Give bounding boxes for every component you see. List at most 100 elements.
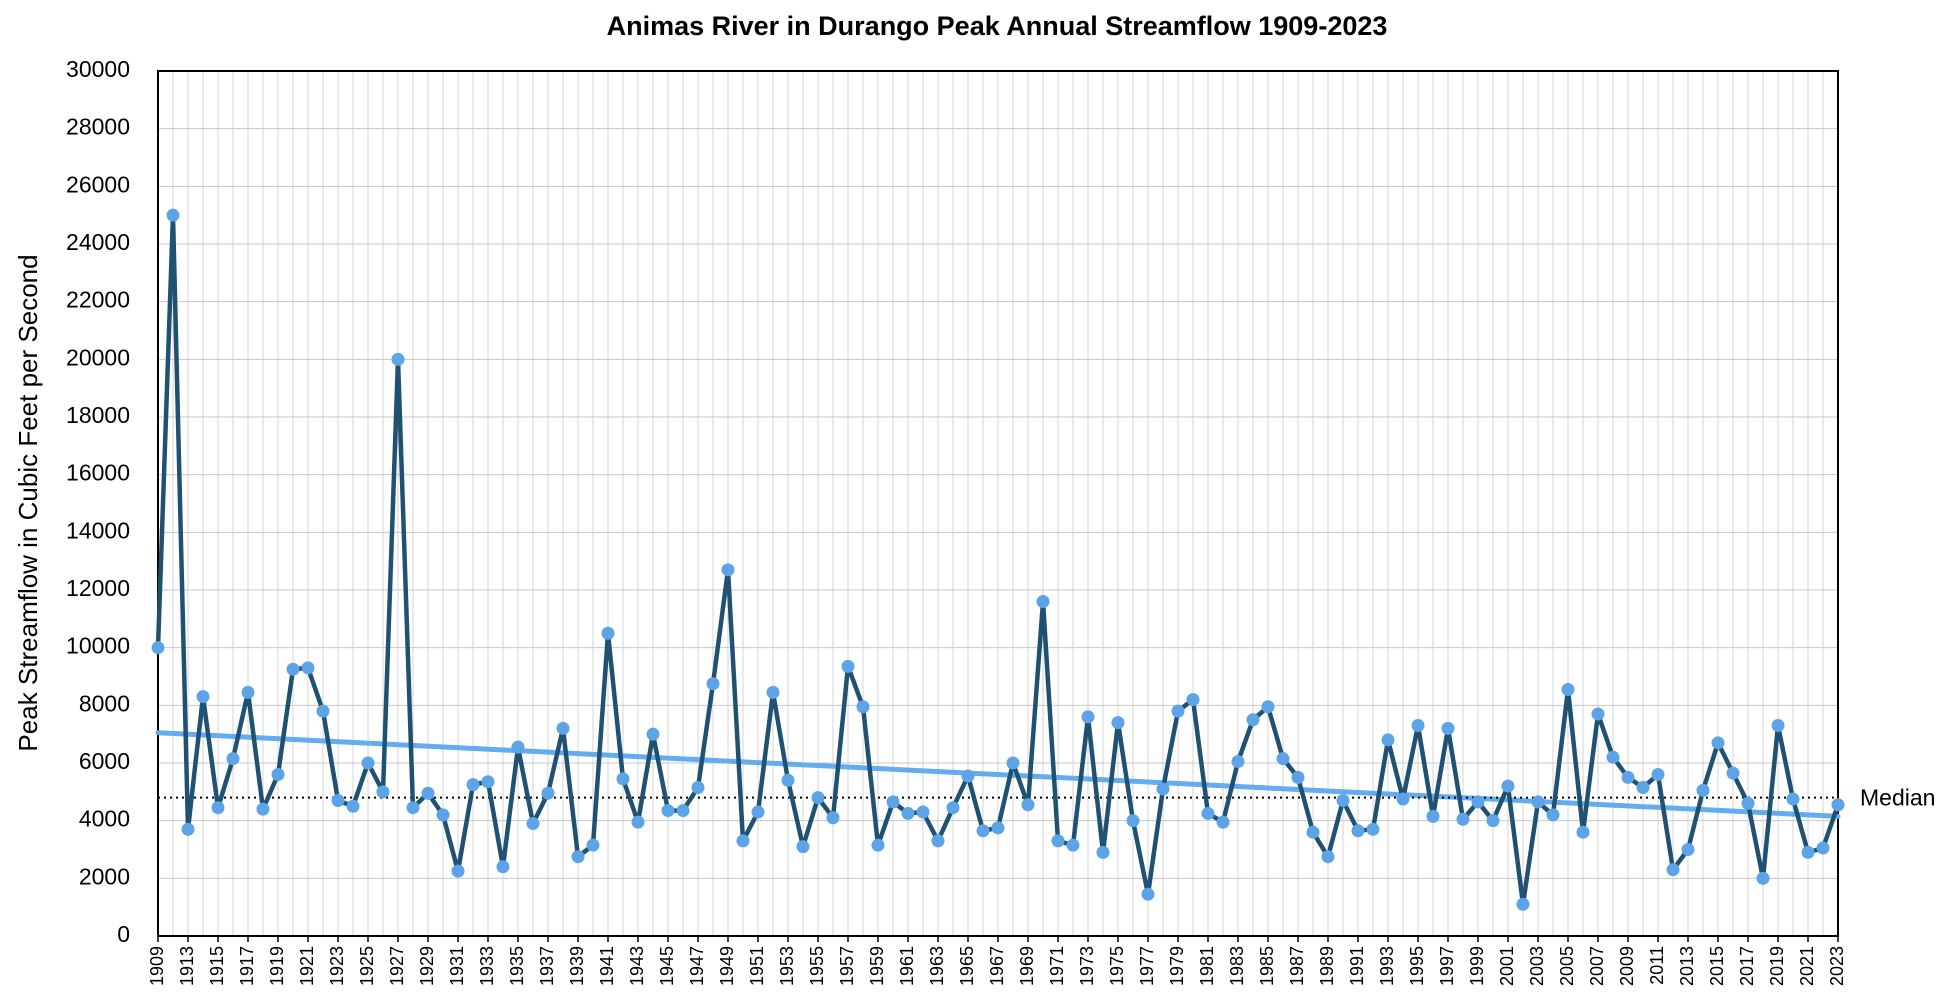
data-point <box>166 208 180 222</box>
y-tick-label: 0 <box>117 921 130 947</box>
x-tick-label: 1915 <box>207 946 227 986</box>
data-point <box>841 659 855 673</box>
x-tick-label: 1999 <box>1467 946 1487 986</box>
data-point <box>1366 822 1380 836</box>
y-tick-label: 2000 <box>79 863 130 889</box>
data-point <box>1081 710 1095 724</box>
y-tick-label: 18000 <box>66 402 130 428</box>
data-point <box>1591 707 1605 721</box>
data-point <box>1306 825 1320 839</box>
y-tick-label: 8000 <box>79 690 130 716</box>
data-point <box>1651 768 1665 782</box>
data-point <box>451 864 465 878</box>
data-point <box>1261 700 1275 714</box>
data-point <box>1666 863 1680 877</box>
data-point <box>1321 850 1335 864</box>
x-tick-label: 1965 <box>957 946 977 986</box>
x-tick-label: 1935 <box>507 946 527 986</box>
x-tick-label: 2017 <box>1737 946 1757 986</box>
x-tick-label: 1969 <box>1017 946 1037 986</box>
data-point <box>1801 845 1815 859</box>
x-tick-label: 1917 <box>237 946 257 986</box>
y-tick-label: 30000 <box>66 56 130 82</box>
data-point <box>421 786 435 800</box>
data-point <box>1141 887 1155 901</box>
x-tick-label: 1963 <box>927 946 947 986</box>
data-point <box>406 801 420 815</box>
data-point <box>1171 704 1185 718</box>
x-tick-label: 2015 <box>1707 946 1727 986</box>
x-tick-label: 2001 <box>1497 946 1517 986</box>
data-point <box>1066 838 1080 852</box>
x-tick-label: 2023 <box>1827 946 1847 986</box>
data-point <box>1771 719 1785 733</box>
x-tick-label: 1993 <box>1377 946 1397 986</box>
data-point <box>376 785 390 799</box>
data-point <box>1786 792 1800 806</box>
data-point <box>1831 798 1845 812</box>
x-tick-label: 1953 <box>777 946 797 986</box>
data-point <box>1576 825 1590 839</box>
data-point <box>1561 682 1575 696</box>
data-point <box>1501 779 1515 793</box>
data-point <box>496 860 510 874</box>
trend-line <box>155 730 1841 819</box>
data-point <box>1096 845 1110 859</box>
data-point <box>676 804 690 818</box>
x-tick-label: 1951 <box>747 946 767 986</box>
x-tick-label: 1949 <box>717 946 737 986</box>
data-point <box>646 727 660 741</box>
data-point <box>1021 798 1035 812</box>
data-point <box>1756 871 1770 885</box>
data-point <box>661 804 675 818</box>
x-tick-label: 1939 <box>567 946 587 986</box>
data-point <box>1336 793 1350 807</box>
y-tick-label: 10000 <box>66 633 130 659</box>
x-tick-label: 2009 <box>1617 946 1637 986</box>
data-point <box>196 690 210 704</box>
x-tick-label: 2003 <box>1527 946 1547 986</box>
x-tick-label: 1957 <box>837 946 857 986</box>
data-point <box>1276 752 1290 766</box>
y-tick-label: 28000 <box>66 114 130 140</box>
data-point <box>931 834 945 848</box>
data-point <box>1741 796 1755 810</box>
data-point <box>1036 595 1050 609</box>
data-point <box>796 840 810 854</box>
data-point <box>436 808 450 822</box>
x-tick-label: 1961 <box>897 946 917 986</box>
data-point <box>1156 782 1170 796</box>
data-point <box>1471 795 1485 809</box>
data-point <box>346 799 360 813</box>
data-point <box>286 662 300 676</box>
data-point <box>211 801 225 815</box>
y-tick-label: 12000 <box>66 575 130 601</box>
y-tick-label: 22000 <box>66 287 130 313</box>
data-point <box>1216 815 1230 829</box>
data-point <box>571 850 585 864</box>
x-tick-label: 1945 <box>657 946 677 986</box>
data-point <box>1231 755 1245 769</box>
plot-frame <box>157 70 1839 937</box>
data-point <box>886 795 900 809</box>
data-point <box>961 769 975 783</box>
x-tick-label: 1989 <box>1317 946 1337 986</box>
x-tick-label: 1947 <box>687 946 707 986</box>
data-point <box>1411 719 1425 733</box>
data-point <box>316 704 330 718</box>
data-point <box>721 563 735 577</box>
data-point <box>811 791 825 805</box>
data-point <box>1681 843 1695 856</box>
data-point <box>976 824 990 838</box>
y-tick-label: 24000 <box>66 229 130 255</box>
data-point <box>1351 824 1365 838</box>
x-tick-label: 1971 <box>1047 946 1067 986</box>
data-point <box>631 815 645 829</box>
x-tick-label: 1909 <box>147 946 167 986</box>
x-tick-label: 1967 <box>987 946 1007 986</box>
data-point <box>1711 736 1725 750</box>
data-point <box>271 768 285 782</box>
x-tick-label: 1943 <box>627 946 647 986</box>
x-tick-label: 1979 <box>1167 946 1187 986</box>
data-point <box>946 801 960 815</box>
